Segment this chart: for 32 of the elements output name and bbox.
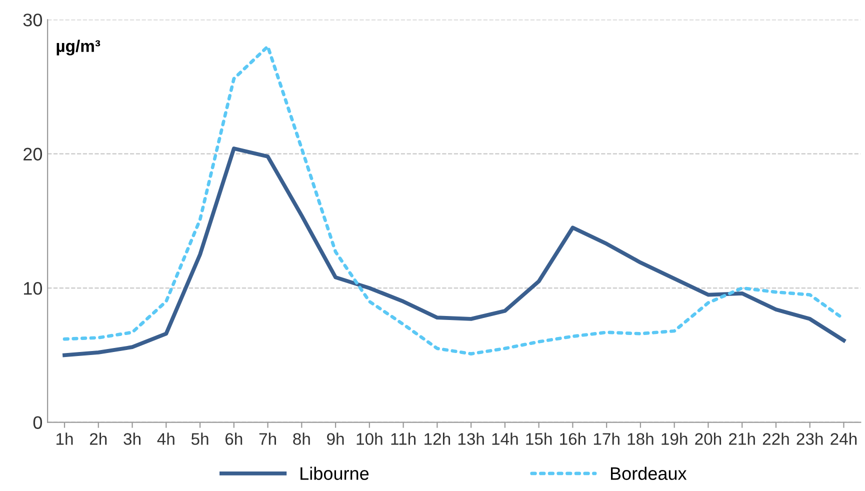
y-tick-label: 0 xyxy=(33,416,42,429)
legend-label: Libourne xyxy=(300,466,369,480)
line-series xyxy=(62,146,846,358)
legend-label: Bordeaux xyxy=(610,466,687,480)
x-tick-label: 16h xyxy=(560,432,586,445)
x-tick-label: 23h xyxy=(796,432,823,445)
x-tick-label: 17h xyxy=(594,432,620,445)
x-tick-label: 9h xyxy=(327,432,344,445)
x-tick-label: 24h xyxy=(830,432,857,445)
y-axis-title: µg/m³ xyxy=(56,40,100,56)
x-tick-label: 13h xyxy=(458,432,484,445)
y-tick-label: 10 xyxy=(24,282,42,295)
x-tick-label: 22h xyxy=(762,432,789,445)
y-tick-label: 20 xyxy=(24,148,42,161)
x-tick-label: 12h xyxy=(424,432,450,445)
x-tick-label: 2h xyxy=(90,432,107,445)
x-tick-label: 4h xyxy=(157,432,174,445)
x-tick-label: 10h xyxy=(356,432,382,445)
x-tick-label: 1h xyxy=(56,432,73,445)
x-tick-label: 14h xyxy=(492,432,518,445)
x-tick-label: 3h xyxy=(124,432,140,445)
x-tick-label: 8h xyxy=(293,432,310,445)
x-tick-label: 18h xyxy=(628,432,654,445)
x-tick-label: 19h xyxy=(662,432,688,445)
y-tick-label: 30 xyxy=(23,14,42,26)
x-tick-label: 15h xyxy=(526,432,552,445)
x-tick-label: 21h xyxy=(729,432,755,445)
x-tick-label: 6h xyxy=(225,432,242,445)
x-tick-label: 7h xyxy=(259,432,276,445)
x-tick-label: 11h xyxy=(391,432,416,445)
x-tick-label: 20h xyxy=(695,432,722,445)
x-tick-label: 5h xyxy=(191,432,208,445)
